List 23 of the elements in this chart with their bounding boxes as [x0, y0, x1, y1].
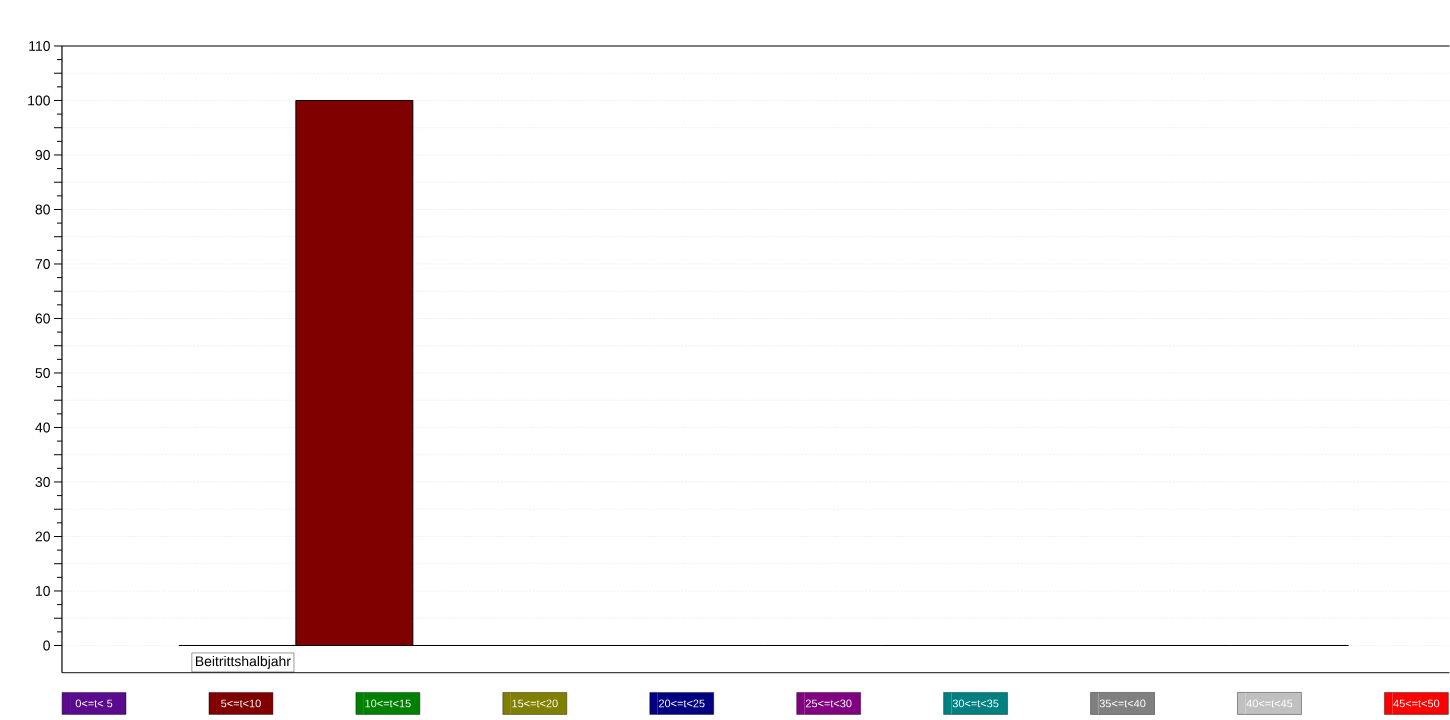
- y-tick-label: 10: [36, 586, 50, 597]
- legend-label: 25<=t<30: [805, 699, 852, 708]
- y-tick-label: 90: [35, 150, 50, 161]
- legend-label: 35<=t<40: [1099, 699, 1146, 708]
- legend-label: 0<=t< 5: [75, 699, 113, 708]
- legend-label: 30<=t<35: [952, 699, 999, 708]
- y-tick-label: 100: [28, 95, 50, 106]
- y-tick-label: 0: [43, 640, 50, 651]
- y-tick-label: 110: [29, 41, 50, 52]
- legend-label: 45<=t<50: [1393, 699, 1440, 708]
- y-tick-label: 20: [35, 531, 50, 542]
- y-tick-label: 70: [35, 259, 50, 270]
- legend-label: 20<=t<25: [658, 699, 705, 708]
- y-tick-label: 50: [35, 368, 50, 379]
- y-tick-label: 80: [35, 204, 50, 215]
- legend-label: 5<=t<10: [221, 699, 261, 708]
- y-tick-label: 40: [35, 422, 50, 433]
- y-tick-label: 30: [35, 477, 50, 488]
- legend-label: 40<=t<45: [1246, 699, 1293, 708]
- x-tick-label: Beitrittshalbjahr: [195, 656, 291, 670]
- legend-label: 10<=t<15: [365, 699, 411, 708]
- y-tick-label: 60: [35, 313, 50, 324]
- legend-label: 15<=t<20: [512, 699, 558, 708]
